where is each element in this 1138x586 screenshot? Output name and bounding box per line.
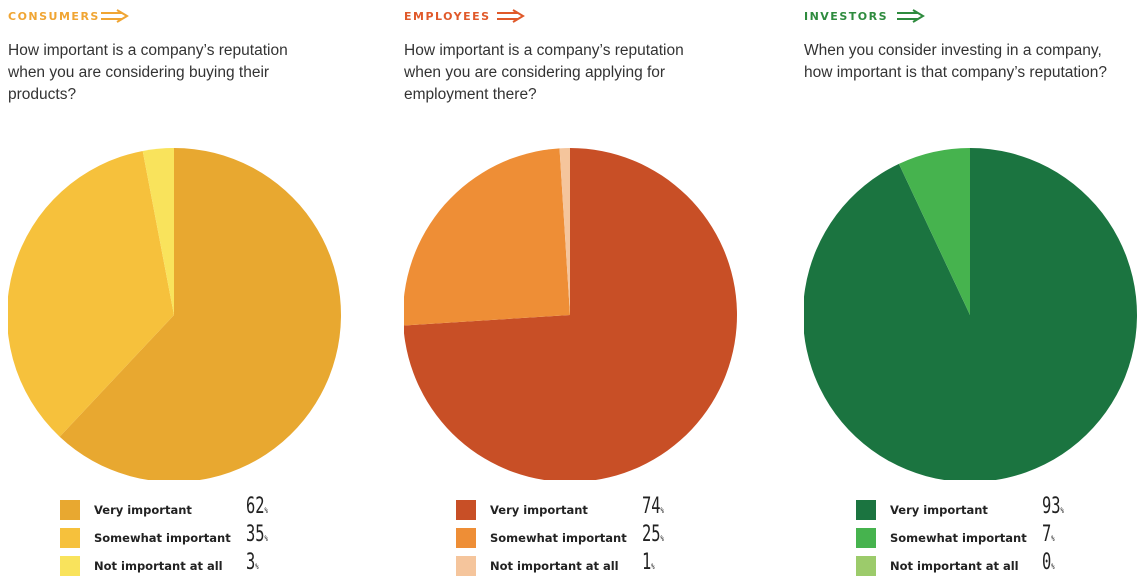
legend-label: Not important at all [890, 559, 1019, 573]
value-number: 25 [642, 522, 661, 547]
kicker: INVESTORS [804, 10, 888, 23]
question: How important is a company’s reputation … [404, 42, 684, 103]
legend-swatch [60, 556, 80, 576]
value-unit: % [264, 534, 268, 543]
pie-slice [804, 148, 1137, 480]
legend-swatch [456, 528, 476, 548]
pie-chart [804, 148, 1137, 480]
legend-value: 35% [246, 522, 268, 547]
legend-swatch [856, 528, 876, 548]
legend-value: 0% [1042, 550, 1055, 575]
value-number: 74 [642, 494, 661, 519]
kicker: EMPLOYEES [404, 10, 491, 23]
question: When you consider investing in a company… [804, 42, 1107, 81]
pie-slice [898, 148, 970, 315]
value-unit: % [651, 562, 655, 571]
value-number: 0 [1042, 550, 1052, 575]
legend-swatch [856, 556, 876, 576]
arrow-shape [496, 9, 525, 23]
value-number: 93 [1042, 494, 1061, 519]
panel: INVESTORS When you consider investing in … [804, 0, 1138, 586]
value-number: 7 [1042, 522, 1052, 547]
value-number: 35 [246, 522, 265, 547]
value-unit: % [1051, 534, 1055, 543]
pie-slice [142, 148, 174, 315]
arrow-icon [100, 9, 129, 23]
pie-slice [8, 150, 174, 437]
value-unit: % [255, 562, 259, 571]
value-number: 3 [246, 550, 256, 575]
value-number: 62 [246, 494, 265, 519]
pie-slice [404, 148, 737, 480]
panel: CONSUMERS How important is a company’s re… [8, 0, 398, 586]
legend-label: Very important [890, 503, 988, 517]
legend-swatch [456, 556, 476, 576]
arrow-icon [896, 9, 925, 23]
value-unit: % [264, 506, 268, 515]
pie-slice [404, 148, 570, 326]
legend-value: 7% [1042, 522, 1055, 547]
pie-chart [8, 148, 341, 480]
legend-label: Somewhat important [890, 531, 1027, 545]
legend-label: Somewhat important [94, 531, 231, 545]
arrow-shape [100, 9, 129, 23]
pie-slice [59, 148, 341, 480]
value-unit: % [660, 534, 664, 543]
legend-label: Not important at all [94, 559, 223, 573]
legend-value: 74% [642, 494, 664, 519]
legend-label: Very important [94, 503, 192, 517]
value-unit: % [1060, 506, 1064, 515]
pie-chart [404, 148, 737, 480]
legend-value: 62% [246, 494, 268, 519]
legend-value: 93% [1042, 494, 1064, 519]
kicker: CONSUMERS [8, 10, 100, 23]
value-number: 1 [642, 550, 652, 575]
value-unit: % [1051, 562, 1055, 571]
pie-slice [559, 148, 570, 315]
question: How important is a company’s reputation … [8, 42, 288, 103]
panel: EMPLOYEES How important is a company’s re… [404, 0, 794, 586]
legend-value: 1% [642, 550, 655, 575]
arrow-shape [896, 9, 925, 23]
legend-swatch [60, 528, 80, 548]
legend-swatch [456, 500, 476, 520]
value-unit: % [660, 506, 664, 515]
legend-value: 25% [642, 522, 664, 547]
legend-label: Not important at all [490, 559, 619, 573]
legend-swatch [856, 500, 876, 520]
legend-label: Very important [490, 503, 588, 517]
legend-label: Somewhat important [490, 531, 627, 545]
arrow-icon [496, 9, 525, 23]
legend-value: 3% [246, 550, 259, 575]
legend-swatch [60, 500, 80, 520]
